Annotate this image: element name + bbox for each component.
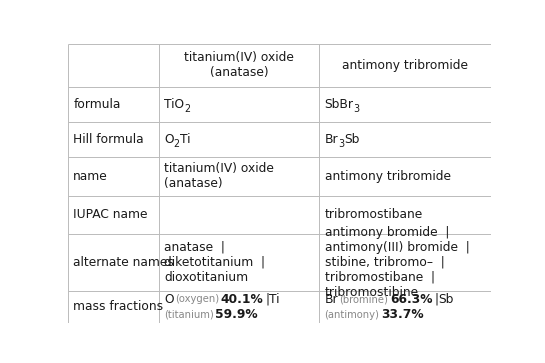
- Text: 33.7%: 33.7%: [381, 308, 423, 321]
- Text: name: name: [73, 170, 108, 183]
- Text: Ti: Ti: [180, 133, 190, 146]
- Text: titanium(IV) oxide
(anatase): titanium(IV) oxide (anatase): [164, 162, 274, 190]
- Text: Br: Br: [324, 133, 338, 146]
- Text: 3: 3: [338, 139, 344, 149]
- Text: Sb: Sb: [344, 133, 360, 146]
- Text: IUPAC name: IUPAC name: [73, 208, 148, 221]
- Text: (antimony): (antimony): [324, 310, 379, 320]
- Text: Br: Br: [324, 293, 338, 306]
- Text: 40.1%: 40.1%: [221, 293, 263, 306]
- Text: anatase  |
diketotitanium  |
dioxotitanium: anatase | diketotitanium | dioxotitanium: [164, 241, 265, 284]
- Text: antimony tribromide: antimony tribromide: [342, 59, 468, 72]
- Text: alternate names: alternate names: [73, 256, 174, 269]
- Text: (oxygen): (oxygen): [175, 294, 219, 304]
- Text: Sb: Sb: [438, 293, 454, 306]
- Text: TiO: TiO: [164, 98, 184, 111]
- Text: titanium(IV) oxide
(anatase): titanium(IV) oxide (anatase): [184, 51, 294, 79]
- Text: antimony tribromide: antimony tribromide: [324, 170, 451, 183]
- Text: antimony bromide  |
antimony(III) bromide  |
stibine, tribromo–  |
tribromostiba: antimony bromide | antimony(III) bromide…: [324, 226, 469, 299]
- Text: tribromostibane: tribromostibane: [324, 208, 423, 221]
- Text: O: O: [164, 293, 174, 306]
- Text: formula: formula: [73, 98, 120, 111]
- Text: 2: 2: [174, 139, 180, 149]
- Text: Hill formula: Hill formula: [73, 133, 144, 146]
- Text: 66.3%: 66.3%: [390, 293, 433, 306]
- Text: 3: 3: [354, 105, 360, 114]
- Text: 2: 2: [184, 105, 190, 114]
- Text: O: O: [164, 133, 174, 146]
- Text: Ti: Ti: [269, 293, 280, 306]
- Text: |: |: [266, 293, 270, 306]
- Text: 59.9%: 59.9%: [215, 308, 258, 321]
- Text: mass fractions: mass fractions: [73, 301, 164, 314]
- Text: (bromine): (bromine): [340, 294, 388, 304]
- Text: (titanium): (titanium): [164, 310, 214, 320]
- Text: SbBr: SbBr: [324, 98, 354, 111]
- Text: |: |: [435, 293, 439, 306]
